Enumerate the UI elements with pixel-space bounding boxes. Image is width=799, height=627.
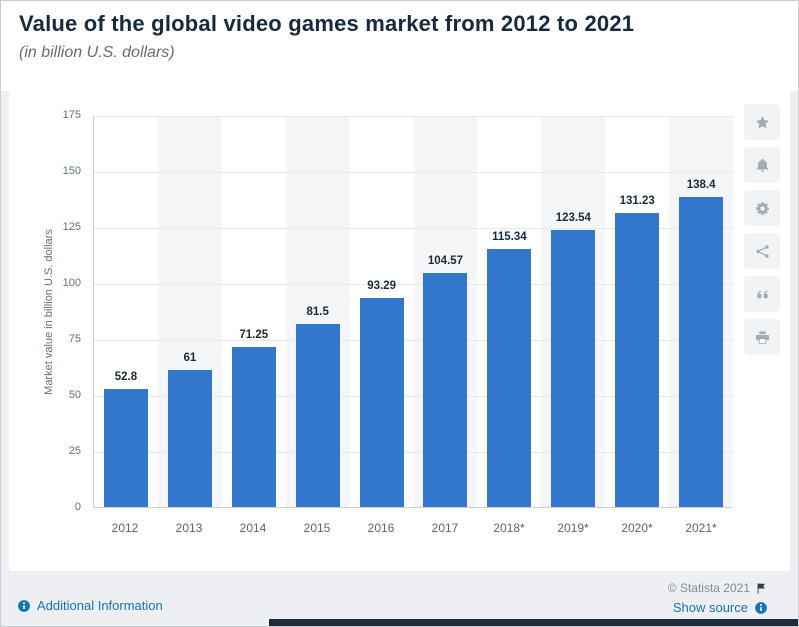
x-tick-label: 2012	[111, 521, 139, 535]
share-button[interactable]	[744, 233, 780, 269]
bar-2012[interactable]	[103, 388, 148, 507]
bar-value-label: 131.23	[619, 195, 655, 208]
y-axis: 0 25 50 75 100 125 150 175	[9, 109, 81, 513]
bar-value-label: 81.5	[306, 306, 329, 319]
x-tick-label: 2016	[367, 521, 395, 535]
page-title: Value of the global video games market f…	[19, 11, 635, 36]
bar-value-label: 115.34	[492, 230, 527, 243]
info-icon	[17, 599, 31, 613]
bar-2016[interactable]	[359, 298, 404, 507]
quote-icon	[755, 287, 770, 302]
chart-column: 71.25	[222, 116, 286, 507]
bar-value-label: 104.57	[427, 254, 464, 267]
flag-icon	[755, 582, 768, 595]
print-button[interactable]	[744, 319, 780, 355]
cookie-bar	[269, 619, 798, 626]
bar-value-label: 138.4	[686, 178, 716, 191]
print-icon	[755, 330, 770, 345]
bar-value-label: 93.29	[367, 280, 396, 293]
gridline	[94, 116, 733, 117]
gridline	[94, 452, 733, 453]
bar-2017[interactable]	[423, 272, 468, 507]
chart-column: 61	[157, 116, 222, 507]
y-tick-label: 125	[62, 221, 81, 233]
x-tick-label: 2015	[303, 521, 331, 535]
chart-card: Market value in billion U.S. dollars 0 25…	[9, 91, 790, 571]
chart-column: 93.29	[350, 116, 414, 507]
page-subtitle: (in billion U.S. dollars)	[19, 44, 175, 61]
bar-value-label: 61	[183, 352, 197, 365]
y-tick-label: 150	[62, 165, 81, 177]
y-tick-label: 50	[68, 389, 81, 401]
bar-value-label: 71.25	[239, 329, 269, 342]
copyright: © Statista 2021	[668, 581, 768, 595]
columns: 52.8 61 71.25 81.5 93.29 104.57 115.34 123.54 13…	[94, 116, 734, 507]
bar-2018[interactable]	[487, 248, 532, 507]
header: Value of the global video games market f…	[1, 1, 798, 91]
info-icon	[754, 601, 768, 615]
bell-icon	[755, 158, 770, 173]
chart-column: 131.23	[605, 116, 669, 507]
bar-value-label: 52.8	[114, 370, 138, 383]
bar-2013[interactable]	[167, 370, 212, 507]
chart-column: 123.54	[541, 116, 606, 507]
x-axis: 2012 2013 2014 2015 2016 2017 2018* 2019* 2020* 2…	[93, 509, 733, 535]
y-tick-label: 25	[68, 445, 81, 457]
bar-2014[interactable]	[231, 347, 276, 507]
x-tick-label: 2019*	[557, 521, 589, 535]
gridline	[94, 284, 733, 285]
footer-right: © Statista 2021 Show source	[668, 581, 768, 615]
y-tick-label: 100	[62, 277, 81, 289]
show-source-link[interactable]: Show source	[668, 600, 768, 615]
chart-column: 115.34	[477, 116, 541, 507]
y-tick-label: 75	[68, 333, 81, 345]
star-icon	[755, 115, 770, 130]
chart-column: 52.8	[94, 116, 158, 507]
y-tick-label: 0	[74, 501, 81, 513]
x-tick-label: 2014	[239, 521, 267, 535]
gridline	[94, 396, 733, 397]
bell-button[interactable]	[744, 147, 780, 183]
chart-column: 104.57	[413, 116, 478, 507]
x-tick-label: 2013	[175, 521, 203, 535]
share-icon	[755, 244, 770, 259]
bar-2020[interactable]	[615, 213, 660, 507]
additional-information-label: Additional Information	[37, 598, 163, 613]
bar-value-label: 123.54	[555, 212, 591, 225]
gear-icon	[755, 201, 770, 216]
chart-column: 138.4	[669, 116, 734, 507]
copyright-label: © Statista 2021	[667, 581, 750, 595]
gear-button[interactable]	[744, 190, 780, 226]
quote-button[interactable]	[744, 276, 780, 312]
additional-information-link[interactable]: Additional Information	[17, 598, 163, 613]
bar-2019[interactable]	[551, 230, 596, 507]
star-button[interactable]	[744, 104, 780, 140]
plot-area: 52.8 61 71.25 81.5 93.29 104.57 115.34 123.54 13…	[93, 116, 734, 508]
y-tick-label: 175	[62, 109, 81, 121]
show-source-label: Show source	[672, 600, 748, 615]
gridline	[94, 172, 733, 173]
x-tick-label: 2018*	[493, 521, 525, 535]
toolbar	[744, 104, 780, 355]
x-tick-label: 2020*	[621, 521, 653, 535]
x-tick-label: 2017	[431, 521, 459, 535]
gridline	[94, 228, 733, 229]
x-tick-label: 2021*	[685, 521, 717, 535]
bar-2021[interactable]	[679, 196, 724, 507]
chart-column: 81.5	[285, 116, 350, 507]
gridline	[94, 340, 733, 341]
bar-2015[interactable]	[295, 324, 340, 507]
